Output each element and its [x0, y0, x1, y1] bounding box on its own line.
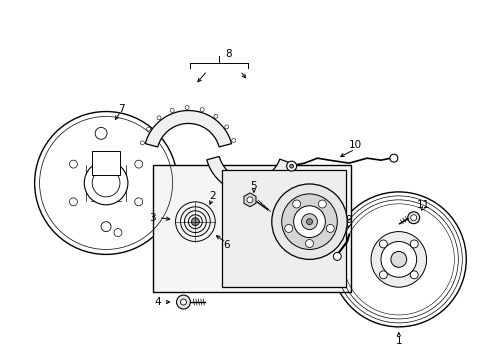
Circle shape — [69, 160, 77, 168]
Polygon shape — [244, 193, 255, 207]
Circle shape — [135, 160, 142, 168]
Circle shape — [176, 295, 190, 309]
Circle shape — [35, 112, 177, 255]
Circle shape — [180, 299, 186, 305]
Circle shape — [292, 200, 300, 208]
Circle shape — [69, 198, 77, 206]
Circle shape — [293, 206, 325, 238]
Circle shape — [289, 164, 293, 168]
Text: 8: 8 — [224, 49, 231, 59]
Circle shape — [410, 215, 416, 221]
Circle shape — [281, 194, 337, 249]
Text: 10: 10 — [348, 140, 361, 150]
Text: 5: 5 — [250, 181, 257, 191]
Circle shape — [370, 231, 426, 287]
Text: 4: 4 — [154, 297, 161, 307]
Circle shape — [389, 154, 397, 162]
Circle shape — [284, 224, 292, 233]
Circle shape — [409, 271, 417, 279]
Circle shape — [306, 219, 312, 225]
Circle shape — [333, 252, 341, 260]
Text: 11: 11 — [416, 200, 429, 210]
Circle shape — [409, 240, 417, 248]
Text: 2: 2 — [208, 191, 215, 201]
Circle shape — [407, 212, 419, 224]
Circle shape — [325, 224, 333, 233]
Polygon shape — [206, 157, 291, 193]
Circle shape — [380, 242, 416, 277]
Circle shape — [286, 161, 296, 171]
Circle shape — [271, 184, 346, 260]
Bar — [92, 151, 120, 175]
Text: 3: 3 — [149, 213, 156, 223]
Polygon shape — [145, 111, 231, 147]
Text: 9: 9 — [345, 215, 352, 225]
Circle shape — [305, 239, 313, 247]
Circle shape — [379, 271, 386, 279]
Circle shape — [379, 240, 386, 248]
Bar — [222, 170, 346, 287]
Text: 1: 1 — [395, 336, 401, 346]
Circle shape — [331, 192, 466, 327]
Circle shape — [390, 251, 406, 267]
Text: 7: 7 — [118, 104, 124, 113]
Circle shape — [191, 218, 199, 226]
Text: 6: 6 — [223, 240, 229, 251]
Circle shape — [301, 214, 317, 230]
Bar — [152, 165, 350, 292]
Circle shape — [84, 161, 128, 205]
Circle shape — [135, 198, 142, 206]
Circle shape — [246, 197, 252, 203]
Circle shape — [318, 200, 325, 208]
